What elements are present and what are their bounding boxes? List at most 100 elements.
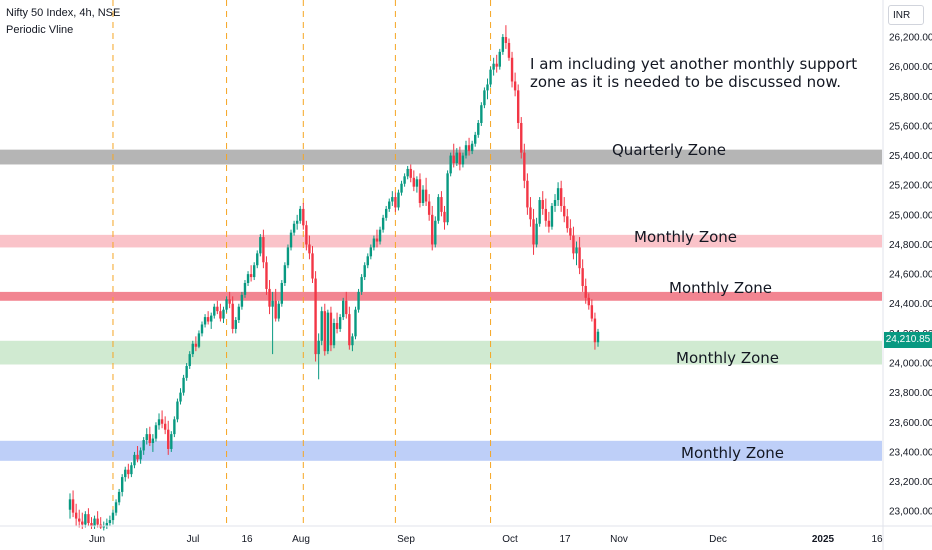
candle-body [136, 454, 139, 460]
candle-body [206, 317, 210, 322]
candle-body [246, 274, 250, 284]
candle-body [160, 419, 164, 424]
candle-body [467, 145, 471, 152]
candle-body [547, 220, 551, 227]
candle-body [194, 343, 198, 347]
candle-body [578, 247, 581, 269]
candle-body [222, 309, 225, 319]
candle-body [283, 265, 287, 284]
candle-body [120, 477, 124, 492]
candle-body [513, 81, 517, 91]
candle-body [234, 320, 237, 329]
candle-body [581, 268, 584, 286]
candle-body [157, 419, 161, 426]
y-tick-label: 23,600.00 [889, 418, 932, 429]
y-tick-label: 23,000.00 [889, 507, 932, 518]
candle-body [498, 51, 501, 67]
candle-body [105, 523, 109, 526]
candle-body [516, 90, 520, 123]
candle-body [188, 354, 191, 366]
y-tick-label: 24,400.00 [889, 299, 932, 310]
currency-button[interactable]: INR [888, 5, 924, 25]
candle-body [225, 299, 228, 310]
candle-body [68, 499, 72, 510]
candle-body [415, 179, 419, 187]
x-tick-label: 2025 [812, 534, 835, 545]
candle-body [587, 297, 590, 306]
y-tick-label: 26,200.00 [889, 33, 932, 44]
candle-body [381, 217, 385, 230]
zone-band-1 [0, 234, 882, 248]
x-tick-label: Oct [502, 534, 518, 545]
candle-body [504, 37, 508, 43]
candle-body [265, 262, 268, 289]
y-tick-label: 24,000.00 [889, 359, 932, 370]
candle-body [200, 324, 204, 334]
candle-body [544, 208, 548, 221]
candle-body [268, 288, 271, 307]
candle-body [523, 152, 526, 181]
candle-body [378, 229, 382, 242]
candle-body [219, 311, 222, 319]
candle-body [317, 340, 320, 355]
candle-body [351, 336, 354, 346]
candle-body [584, 285, 587, 298]
candle-body [409, 168, 412, 178]
y-tick-label: 25,600.00 [889, 121, 932, 132]
candle-body [360, 277, 363, 292]
zone-band-4 [0, 440, 882, 461]
candle-body [213, 306, 216, 316]
candle-body [593, 318, 597, 343]
candle-body [108, 520, 112, 524]
candle-body [142, 440, 145, 451]
candle-body [139, 450, 142, 460]
candle-body [483, 90, 486, 106]
candle-body [431, 214, 434, 245]
candle-body [489, 69, 492, 85]
candle-body [553, 200, 557, 206]
candle-body [71, 499, 75, 513]
candle-body [572, 235, 575, 254]
candle-body [308, 244, 311, 254]
candle-body [397, 192, 400, 208]
x-tick-label: 17 [559, 534, 571, 545]
x-tick-label: Dec [709, 534, 727, 545]
candle-body [354, 309, 357, 337]
candle-body [170, 434, 173, 449]
y-tick-label: 25,000.00 [889, 210, 932, 221]
candle-body [348, 314, 351, 346]
indicator-label[interactable]: Periodic Vline [6, 24, 74, 36]
candle-body [102, 526, 105, 528]
candle-body [403, 176, 406, 184]
y-tick-label: 25,400.00 [889, 151, 932, 162]
candle-body [216, 306, 219, 312]
candle-body [114, 502, 118, 513]
candle-body [418, 179, 422, 203]
candle-body [237, 306, 241, 321]
zone-label-monthly-1: Monthly Zone [634, 228, 738, 246]
candle-body [470, 143, 474, 152]
candle-body [133, 454, 136, 466]
candle-body [538, 200, 541, 224]
candle-body [464, 145, 468, 156]
zone-band-3 [0, 340, 882, 365]
candle-body [277, 303, 280, 319]
candle-body [372, 238, 376, 248]
y-tick-label: 25,800.00 [889, 92, 932, 103]
candle-body [148, 434, 152, 444]
candle-body [363, 265, 366, 278]
candle-body [590, 305, 594, 319]
candle-body [501, 37, 505, 52]
candle-body [596, 331, 600, 343]
x-tick-label: Jul [187, 534, 200, 545]
candle-body [406, 168, 409, 177]
candle-body [345, 300, 348, 315]
candle-body [84, 514, 87, 525]
x-tick-label: 16 [241, 534, 253, 545]
candle-body [228, 299, 231, 304]
annotation-text: I am including yet another monthly suppo… [530, 55, 858, 91]
candle-body [173, 419, 176, 435]
candle-body [249, 274, 253, 278]
zone-label-monthly-3: Monthly Zone [676, 349, 780, 367]
